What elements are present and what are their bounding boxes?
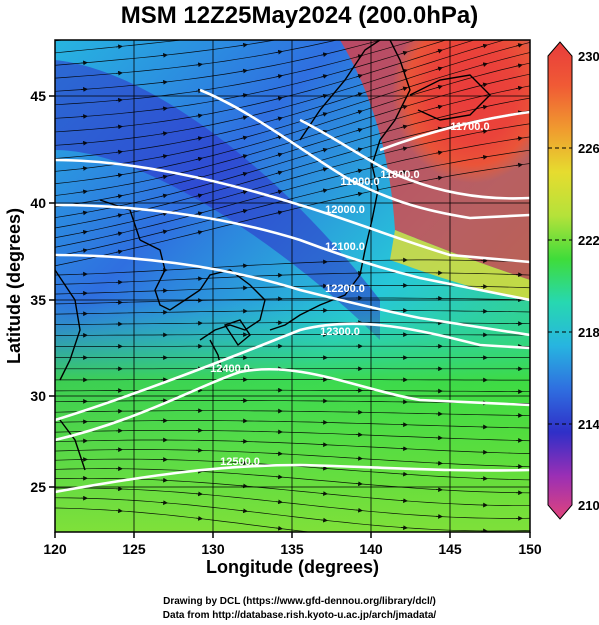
- y-tick-label: 30: [30, 388, 46, 404]
- contour-label: 12000.0: [325, 204, 365, 216]
- x-tick-label: 150: [518, 541, 542, 557]
- credit-data: Data from http://database.rish.kyoto-u.a…: [162, 610, 437, 621]
- colorbar-tick-label: 226: [578, 141, 599, 156]
- geopotential-contours: [55, 88, 530, 494]
- y-axis-ticks: 25 30 35 40 45: [30, 88, 55, 495]
- colorbar-tick-label: 218: [578, 325, 599, 340]
- contour-line: [299, 118, 530, 200]
- y-tick-label: 25: [30, 479, 46, 495]
- x-tick-label: 140: [359, 541, 383, 557]
- contour-line: [55, 322, 530, 422]
- contour-label: 11700.0: [450, 121, 489, 133]
- contour-line: [55, 253, 530, 337]
- colorbar: 230 226 222 218 214 210: [547, 41, 599, 520]
- x-tick-label: 130: [201, 541, 225, 557]
- y-axis-label: Latitude (degrees): [4, 208, 24, 364]
- wind-streamlines: [55, 40, 530, 532]
- contour-label: 11900.0: [340, 176, 379, 188]
- colorbar-tick-label: 230: [578, 49, 599, 64]
- contour-line: [55, 463, 530, 494]
- x-tick-label: 120: [43, 541, 67, 557]
- x-tick-label: 135: [280, 541, 304, 557]
- contour-label: 12200.0: [325, 283, 365, 295]
- contour-line: [379, 110, 530, 152]
- y-tick-label: 45: [30, 88, 46, 104]
- credit-drawing: Drawing by DCL (https://www.gfd-dennou.o…: [163, 596, 436, 607]
- contour-label: 12300.0: [320, 326, 360, 338]
- contour-line: [199, 88, 530, 220]
- contour-line: [55, 158, 530, 264]
- colorbar-tick-label: 222: [578, 233, 599, 248]
- x-axis-label: Longitude (degrees): [205, 557, 379, 577]
- colorbar-tick-label: 214: [578, 417, 599, 432]
- figure-title: MSM 12Z25May2024 (200.0hPa): [120, 2, 479, 29]
- colorbar-tick-label: 210: [578, 498, 599, 513]
- contour-line: [55, 367, 530, 442]
- contour-label: 12100.0: [325, 241, 365, 253]
- y-tick-label: 40: [30, 195, 46, 211]
- contour-label: 11800.0: [380, 169, 419, 181]
- y-tick-label: 35: [30, 292, 46, 308]
- x-tick-label: 125: [122, 541, 146, 557]
- contour-line: [55, 203, 530, 302]
- x-axis-ticks: 120 125 130 135 140 145 150: [43, 532, 542, 557]
- contour-label: 12400.0: [210, 363, 250, 375]
- x-tick-label: 145: [438, 541, 462, 557]
- contour-label: 12500.0: [220, 456, 260, 468]
